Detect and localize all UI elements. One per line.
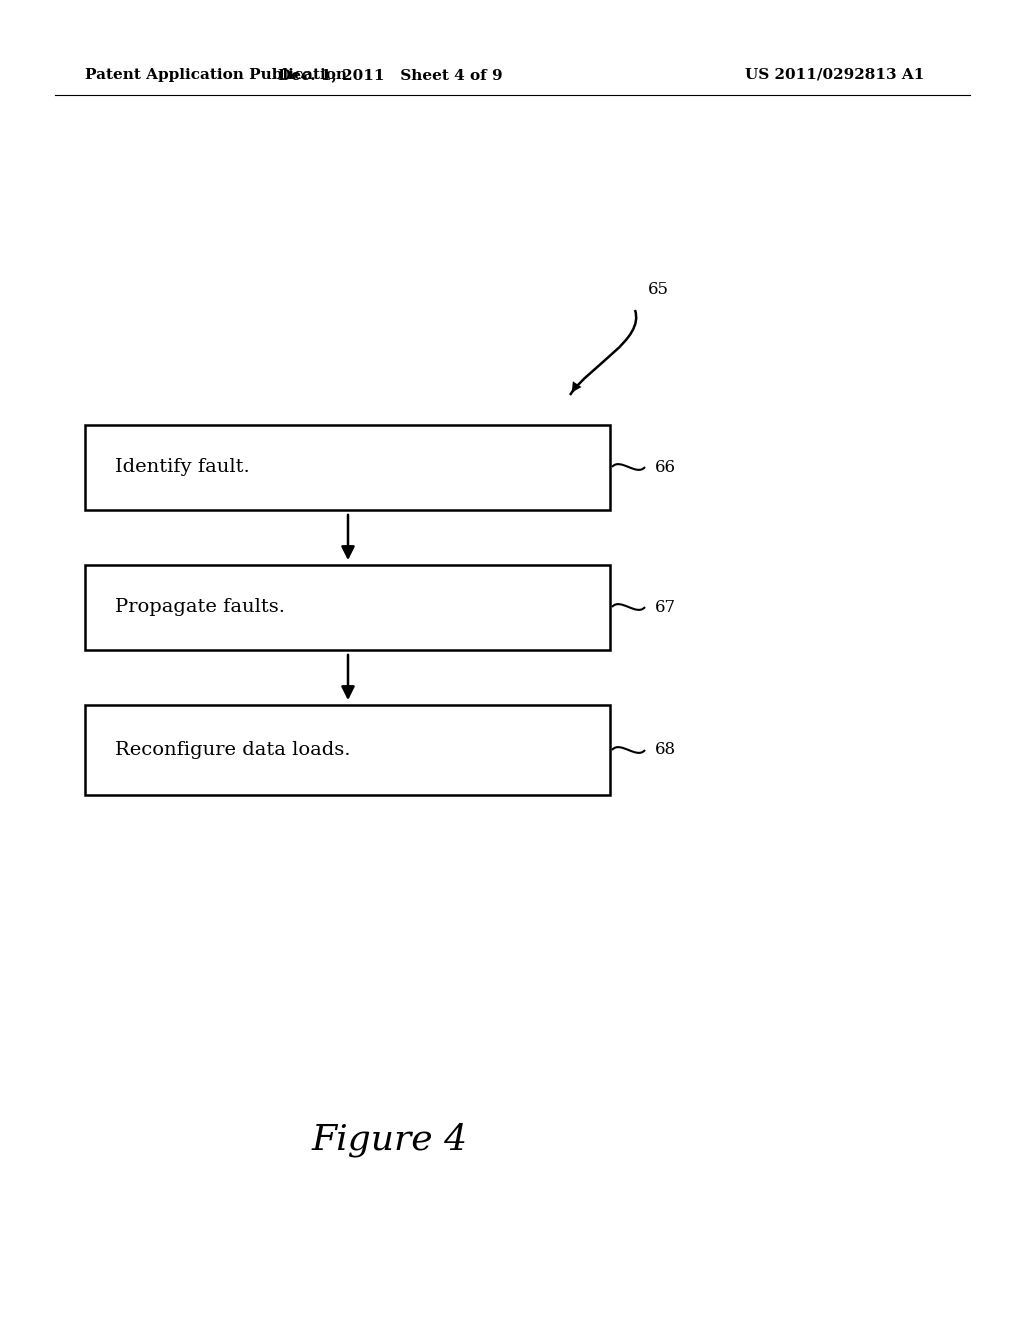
Text: 66: 66 (655, 458, 676, 475)
Text: Patent Application Publication: Patent Application Publication (85, 69, 347, 82)
Text: 67: 67 (655, 598, 676, 615)
Text: Figure 4: Figure 4 (311, 1123, 467, 1158)
Text: US 2011/0292813 A1: US 2011/0292813 A1 (745, 69, 925, 82)
Text: Reconfigure data loads.: Reconfigure data loads. (115, 741, 350, 759)
Text: 65: 65 (648, 281, 669, 298)
Bar (85, 565, 610, 649)
Bar (85, 705, 610, 795)
Text: Propagate faults.: Propagate faults. (115, 598, 285, 616)
Text: 68: 68 (655, 742, 676, 759)
Bar (85, 425, 610, 510)
Text: Dec. 1, 2011   Sheet 4 of 9: Dec. 1, 2011 Sheet 4 of 9 (278, 69, 503, 82)
Text: Identify fault.: Identify fault. (115, 458, 250, 477)
